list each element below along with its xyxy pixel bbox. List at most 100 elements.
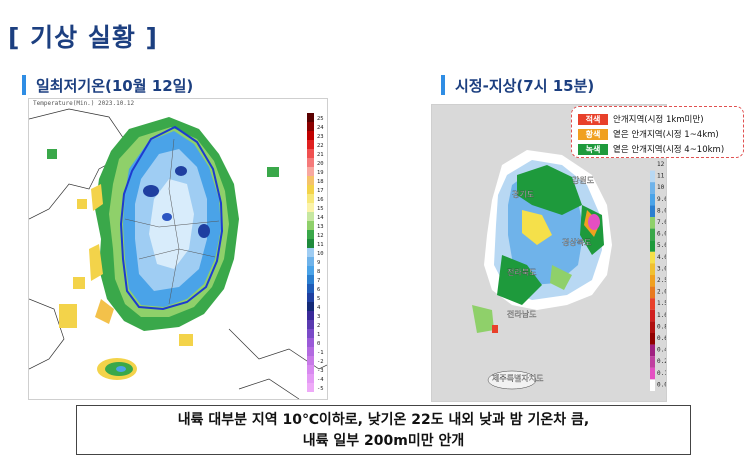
colorbar-label: 2 [317, 323, 320, 329]
colorbar-label: 18 [317, 179, 324, 185]
colorbar-label: 0.6 [657, 335, 667, 342]
colorbar-label: 10 [317, 251, 324, 257]
colorbar-label: 20 [317, 161, 324, 167]
colorbar-swatch [307, 248, 314, 257]
colorbar-swatch [307, 374, 314, 383]
colorbar-swatch [307, 122, 314, 131]
page-title: [ 기상 실황 ] [8, 23, 158, 52]
colorbar-swatch [307, 194, 314, 203]
colorbar-label: 15 [317, 206, 324, 212]
min-temperature-map-graphic: 2524232221201918171615141312111098765432… [29, 108, 327, 399]
colorbar-swatch [650, 356, 655, 368]
colorbar-label: 3 [317, 314, 320, 320]
colorbar-label: 16 [317, 197, 324, 203]
colorbar-swatch [307, 140, 314, 149]
colorbar-swatch [650, 228, 655, 241]
min-temperature-map: Temperature(Min.) 2023.10.12 [28, 98, 328, 400]
colorbar-label: 4.0 [657, 254, 667, 261]
summary-box: 내륙 대부분 지역 10℃이하로, 낮기온 22도 내외 낮과 밤 기온차 큼,… [76, 405, 691, 455]
legend-text-yellow: 옅은 안개지역(시정 1~4km) [613, 130, 719, 140]
colorbar-label: 0.2 [657, 358, 667, 365]
colorbar-label: 1.0 [657, 312, 667, 319]
colorbar-label: 8 [317, 269, 320, 275]
colorbar-label: 0.4 [657, 347, 667, 354]
legend-chip-yellow: 황색 [578, 128, 608, 140]
colorbar-swatch [650, 193, 655, 206]
colorbar-swatch [307, 347, 314, 356]
legend-chip-green: 녹색 [578, 143, 608, 155]
colorbar-label: 0.8 [657, 323, 667, 330]
province-label: 경상북도 [562, 237, 591, 247]
colorbar-label: 19 [317, 170, 324, 176]
colorbar-label: -2 [317, 359, 324, 365]
colorbar-label: 13 [317, 224, 324, 230]
colorbar-label: 6.0 [657, 231, 667, 238]
colorbar-swatch [650, 309, 655, 322]
colorbar-label: -3 [317, 368, 324, 374]
colorbar-label: 11 [317, 242, 324, 248]
colorbar-swatch [307, 311, 314, 320]
summary-line-2: 내륙 일부 200m미만 안개 [302, 433, 465, 449]
colorbar-label: 3.0 [657, 265, 667, 272]
colorbar-swatch [307, 338, 314, 347]
legend-text-green: 옅은 안개지역(시정 4~10km) [613, 145, 725, 155]
colorbar-swatch [307, 221, 314, 230]
colorbar-swatch [307, 275, 314, 284]
left-section-title-text: 일최저기온(10월 12일) [36, 76, 194, 95]
province-label: 전라북도 [507, 267, 536, 277]
colorbar-swatch [307, 302, 314, 311]
colorbar-swatch [650, 298, 655, 310]
colorbar-label: -1 [317, 350, 324, 356]
colorbar-label: 23 [317, 134, 324, 140]
colorbar-swatch [307, 176, 314, 185]
colorbar-label: 2.0 [657, 289, 667, 296]
colorbar-label: 0 [317, 341, 320, 347]
fog-legend: 적색 안개지역(시정 1km미만) 황색 옅은 안개지역(시정 1~4km) 녹… [571, 106, 744, 158]
province-label: 경기도 [512, 189, 534, 199]
colorbar-label: 1.5 [657, 300, 667, 307]
colorbar-swatch [307, 266, 314, 275]
colorbar-swatch [650, 240, 655, 252]
temperature-colorbar: 2524232221201918171615141312111098765432… [307, 113, 324, 392]
colorbar-label: 9 [317, 260, 320, 266]
colorbar-swatch [307, 212, 314, 221]
colorbar-swatch [650, 367, 655, 380]
colorbar-label: 8.0 [657, 207, 667, 214]
visibility-colorbar: 12 11 10 9.0 8.0 7.0 6.0 5.0 4.0 3.0 2.5 2.0 1.5 1.0 0… [650, 159, 667, 391]
colorbar-label: -4 [317, 377, 324, 383]
colorbar-swatch [307, 203, 314, 212]
colorbar-swatch [307, 284, 314, 293]
colorbar-swatch [650, 275, 655, 287]
colorbar-swatch [650, 286, 655, 299]
legend-row-red: 적색 안개지역(시정 1km미만) [578, 112, 737, 126]
colorbar-swatch [307, 185, 314, 194]
colorbar-label: -5 [317, 386, 324, 392]
colorbar-label: 2.5 [657, 277, 667, 284]
colorbar-swatch [307, 230, 314, 239]
right-section-title: 시정-지상(7시 15분) [441, 74, 594, 96]
legend-text-red: 안개지역(시정 1km미만) [613, 115, 704, 125]
province-label: 제주특별자치도 [492, 373, 544, 383]
legend-row-green: 녹색 옅은 안개지역(시정 4~10km) [578, 142, 737, 156]
colorbar-swatch [307, 167, 314, 176]
colorbar-swatch [307, 158, 314, 167]
colorbar-label: 5.0 [657, 242, 667, 249]
colorbar-label: 6 [317, 287, 320, 293]
colorbar-label: 12 [657, 161, 665, 168]
colorbar-swatch [307, 365, 314, 374]
left-section-title: 일최저기온(10월 12일) [22, 74, 193, 96]
colorbar-swatch [307, 131, 314, 140]
colorbar-label: 0.0 [657, 381, 667, 388]
colorbar-swatch [307, 383, 314, 392]
map-caption: Temperature(Min.) 2023.10.12 [33, 100, 135, 107]
colorbar-swatch [650, 333, 655, 345]
colorbar-label: 5 [317, 296, 320, 302]
right-section-title-text: 시정-지상(7시 15분) [455, 76, 595, 95]
colorbar-swatch [650, 170, 655, 183]
colorbar-label: 25 [317, 116, 324, 122]
summary-line-1: 내륙 대부분 지역 10℃이하로, 낮기온 22도 내외 낮과 밤 기온차 큼, [177, 412, 590, 428]
colorbar-label: 12 [317, 233, 324, 239]
colorbar-swatch [650, 217, 655, 229]
colorbar-label: 21 [317, 152, 324, 158]
